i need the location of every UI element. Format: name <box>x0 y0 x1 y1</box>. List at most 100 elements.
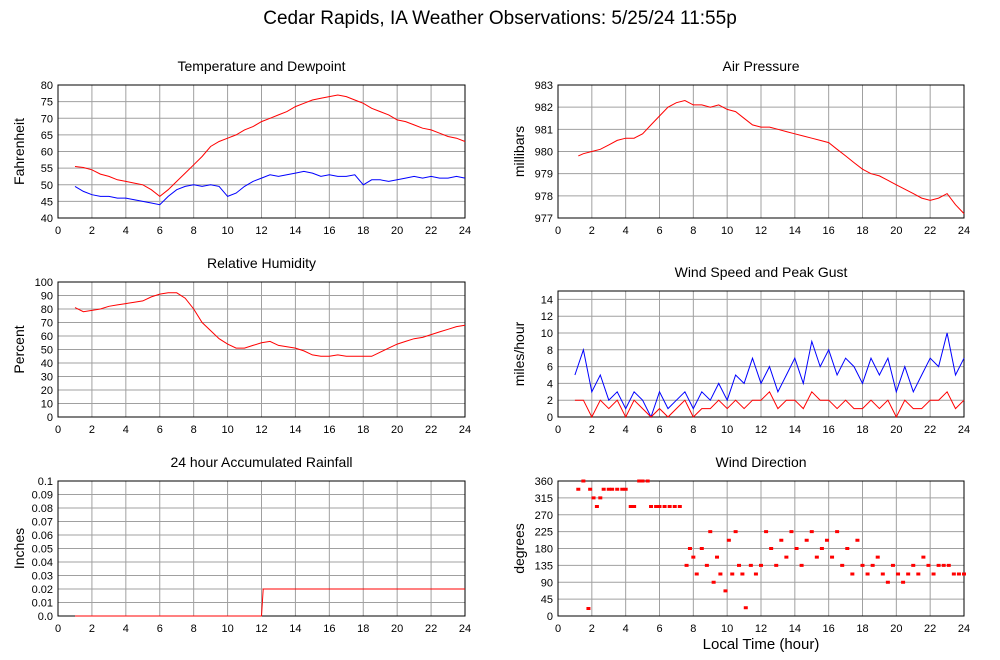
chart-title: Relative Humidity <box>207 255 316 271</box>
x-tick-label: 16 <box>823 225 835 237</box>
series-line-0 <box>578 99 965 214</box>
y-tick-label: 40 <box>41 358 53 370</box>
data-point <box>880 572 885 576</box>
x-tick-label: 0 <box>55 623 61 635</box>
x-tick-label: 6 <box>656 225 662 237</box>
data-point <box>789 530 794 534</box>
data-point <box>951 572 956 576</box>
data-point <box>699 547 704 550</box>
data-point <box>601 487 606 491</box>
y-tick-label: 45 <box>41 196 53 208</box>
series-line-1 <box>74 170 466 206</box>
data-point <box>769 547 774 550</box>
x-tick-label: 20 <box>391 623 403 635</box>
x-tick-label: 6 <box>157 623 163 635</box>
x-tick-label: 2 <box>589 623 595 635</box>
series-line-0 <box>75 588 465 617</box>
data-point <box>715 555 720 559</box>
data-point <box>850 572 855 576</box>
data-point <box>606 487 611 491</box>
x-tick-label: 6 <box>656 623 662 635</box>
plot-frame <box>557 290 965 418</box>
data-point <box>708 530 713 534</box>
data-point <box>576 487 581 491</box>
y-tick-label: 55 <box>41 163 53 175</box>
x-tick-label: 12 <box>255 623 267 635</box>
plot-frame <box>557 480 965 617</box>
x-tick-label: 22 <box>425 225 437 237</box>
x-tick-label: 16 <box>823 424 835 436</box>
x-tick-label: 4 <box>123 424 129 436</box>
y-tick-label: 0 <box>47 412 53 424</box>
x-tick-label: 12 <box>755 623 767 635</box>
data-point <box>628 505 633 508</box>
chart-title: Wind Direction <box>715 454 806 470</box>
x-tick-label: 0 <box>555 424 561 436</box>
series-line-0 <box>574 332 965 419</box>
x-tick-label: 0 <box>55 225 61 237</box>
data-point <box>704 563 709 567</box>
data-point <box>740 572 745 576</box>
x-tick-label: 8 <box>690 424 696 436</box>
x-tick-label: 16 <box>323 225 335 237</box>
data-point <box>804 538 809 542</box>
data-point <box>687 547 692 550</box>
x-tick-label: 2 <box>589 424 595 436</box>
y-tick-label: 8 <box>547 345 553 357</box>
x-tick-label: 12 <box>255 424 267 436</box>
x-tick-label: 10 <box>721 424 733 436</box>
x-tick-label: 14 <box>289 424 301 436</box>
y-tick-label: 10 <box>41 399 53 411</box>
y-tick-label: 980 <box>535 147 553 159</box>
x-tick-label: 4 <box>123 623 129 635</box>
x-tick-label: 10 <box>221 424 233 436</box>
x-tick-label: 24 <box>459 225 471 237</box>
data-point <box>730 572 735 576</box>
data-point <box>594 505 599 508</box>
plot-frame <box>57 281 466 418</box>
data-point <box>794 547 799 550</box>
x-tick-label: 10 <box>221 225 233 237</box>
chart-title: 24 hour Accumulated Rainfall <box>170 454 352 470</box>
y-tick-label: 0.08 <box>32 503 53 515</box>
data-point <box>916 572 921 576</box>
x-tick-label: 4 <box>623 623 629 635</box>
plot-frame <box>57 84 466 219</box>
data-point <box>598 496 603 500</box>
data-point <box>691 555 696 559</box>
y-tick-label: 978 <box>535 191 553 203</box>
x-tick-label: 18 <box>357 623 369 635</box>
y-tick-label: 2 <box>547 395 553 407</box>
data-point <box>672 505 677 508</box>
data-point <box>623 487 628 491</box>
x-tick-label: 6 <box>656 424 662 436</box>
y-tick-label: 60 <box>41 147 53 159</box>
y-tick-label: 80 <box>41 304 53 316</box>
y-tick-label: 20 <box>41 385 53 397</box>
data-point <box>885 580 890 584</box>
y-tick-label: 225 <box>535 527 553 539</box>
chart-title: Air Pressure <box>722 58 799 74</box>
y-tick-label: 90 <box>41 291 53 303</box>
data-point <box>814 555 819 559</box>
data-point <box>819 547 824 550</box>
data-point <box>733 530 738 534</box>
data-point <box>615 487 620 491</box>
data-point <box>865 572 870 576</box>
data-point <box>830 555 835 559</box>
y-tick-label: 90 <box>541 577 553 589</box>
x-tick-label: 18 <box>856 424 868 436</box>
chart-panel-1: Air Pressure millibars 977 978 979 980 981 982 9… <box>511 58 970 237</box>
data-point <box>591 496 596 500</box>
x-tick-label: 24 <box>958 623 970 635</box>
data-point <box>737 563 742 567</box>
data-point <box>764 530 769 534</box>
x-tick-label: 24 <box>459 623 471 635</box>
y-tick-label: 0.05 <box>32 544 53 556</box>
data-point <box>743 606 748 610</box>
y-tick-label: 50 <box>41 345 53 357</box>
data-point <box>753 572 758 576</box>
x-tick-label: 18 <box>357 225 369 237</box>
chart-title: Wind Speed and Peak Gust <box>675 264 848 280</box>
